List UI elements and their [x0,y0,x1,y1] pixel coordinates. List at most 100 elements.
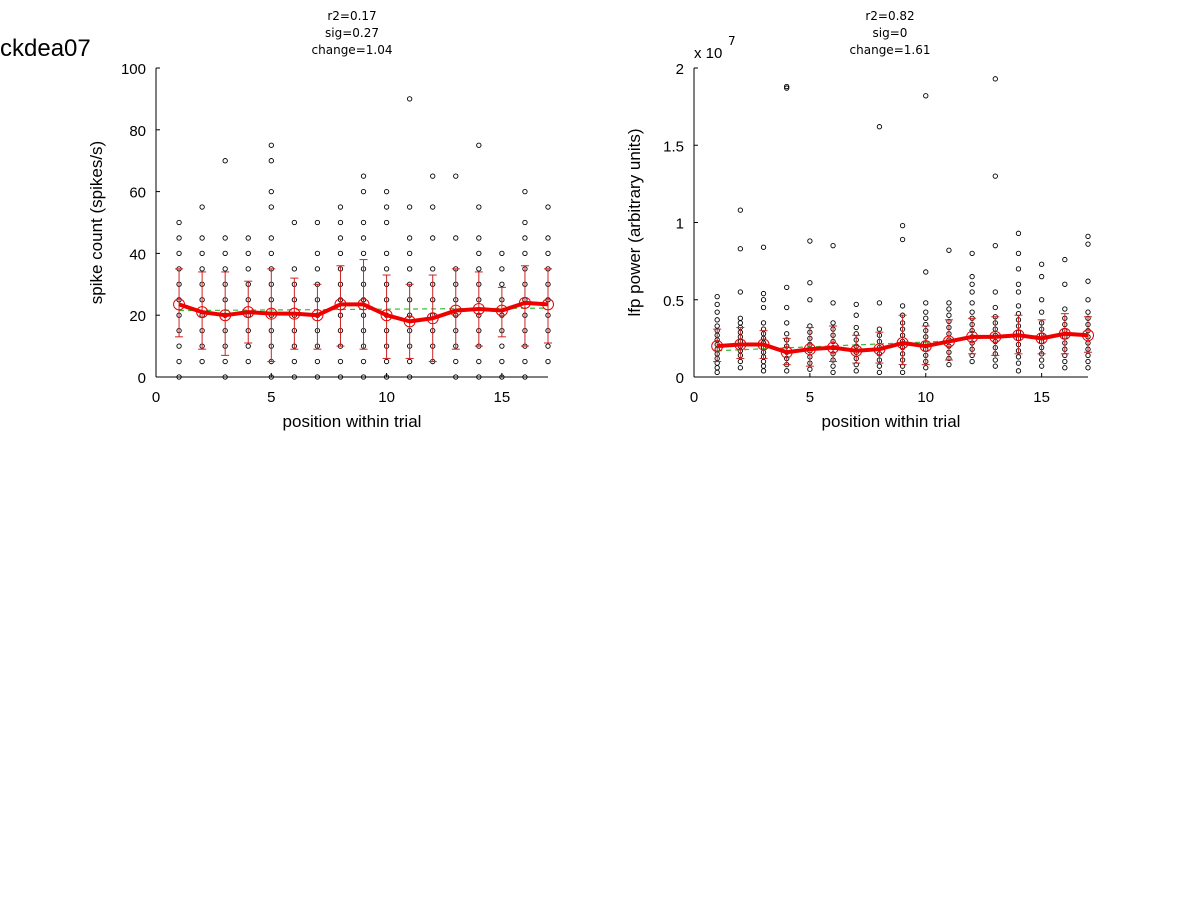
data-point [946,312,952,318]
data-point [360,173,367,179]
data-point [176,343,182,349]
mean-marker [334,298,347,311]
data-point [1015,368,1022,374]
data-point [199,358,205,365]
y-tick-label: 0 [138,370,146,387]
data-point [545,358,551,365]
data-point [1038,357,1045,363]
data-point [268,142,274,148]
data-point [499,358,505,365]
data-point [1062,365,1068,371]
data-point [992,289,998,295]
data-point [714,369,720,376]
data-point [1085,358,1091,365]
lfp-power-chart: r2=0.82 sig=0 change=1.61 0 5 10 15 0 0.5 1 1.5 2 po… [625,9,1094,431]
data-point [476,266,482,272]
data-point [714,301,720,308]
data-point [1038,363,1045,369]
data-point [337,250,344,257]
mean-marker [711,340,724,353]
data-point [1062,281,1068,287]
x-tick-label: 0 [690,389,698,406]
data-point [245,266,251,272]
data-point [360,250,367,257]
data-point [291,374,298,380]
data-point [545,250,551,257]
data-point [383,219,390,226]
stat-line: sig=0.27 [325,26,379,40]
data-point [807,238,813,244]
data-point [1015,250,1022,257]
mean-line [178,300,549,324]
data-point [946,306,952,312]
data-point [199,250,205,257]
data-point [923,309,929,315]
stat-line: r2=0.82 [865,9,914,23]
x-tick-label: 5 [806,389,814,406]
data-point [830,369,836,376]
data-point [337,358,344,365]
data-point [784,85,790,91]
data-point [360,219,367,226]
data-point [737,315,744,321]
data-point [430,266,436,272]
y-axis-label: lfp power (arbitrary units) [625,128,644,316]
data-point [760,358,767,365]
data-point [899,222,906,229]
data-point [337,374,344,380]
data-point [337,219,344,226]
data-point [1085,278,1091,284]
mean-marker [1012,329,1025,342]
y-tick-label: 60 [129,185,146,202]
data-point [499,250,505,257]
data-point [737,246,744,252]
data-point [830,320,836,326]
data-point [853,324,859,331]
data-point [876,363,883,369]
data-point [923,269,929,275]
mean-marker [1082,329,1094,342]
mean-marker [380,309,393,322]
data-point [222,250,228,257]
data-point [499,343,505,349]
data-point [406,204,413,210]
data-point [522,250,528,257]
data-point [291,219,298,226]
data-point [807,297,813,303]
y-tick-label: 100 [121,61,146,78]
data-point [222,235,228,241]
stat-line: change=1.04 [312,43,393,57]
data-point [830,363,836,369]
mean-marker [403,315,416,328]
mean-marker [219,309,232,322]
data-point [245,235,251,241]
data-point [714,309,720,315]
data-point [222,374,228,380]
data-point [430,173,436,179]
data-point [499,266,505,272]
data-point [760,363,767,369]
data-point [406,374,413,380]
mean-marker [288,307,301,320]
data-point [784,284,790,291]
data-point [453,235,459,241]
data-point [268,204,274,210]
mean-marker [919,340,932,353]
mean-marker [1058,327,1071,340]
mean-marker [495,304,508,317]
data-point [784,320,790,326]
data-point [1015,289,1022,295]
y-tick-label: 20 [129,308,146,325]
y-tick-label: 1.5 [663,138,684,155]
data-point [430,235,436,241]
figure-title: ckdea07 [0,35,91,62]
data-point [899,303,906,309]
data-point [222,358,228,365]
data-point [1085,365,1091,371]
data-point [1038,309,1045,315]
data-point [314,358,321,365]
mean-marker [542,298,554,311]
mean-marker [357,298,370,311]
x-tick-label: 15 [1033,389,1050,406]
mean-marker [803,343,816,356]
